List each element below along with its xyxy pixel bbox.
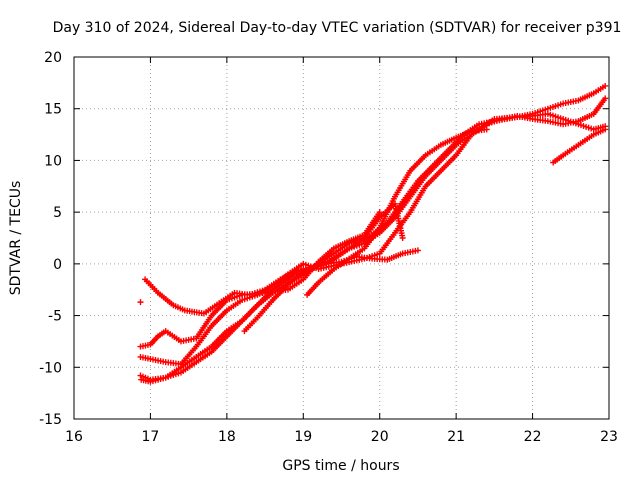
series-trace <box>140 113 606 381</box>
plot-frame <box>73 56 610 420</box>
x-tick-label: 23 <box>600 429 618 445</box>
series-track-b <box>137 209 383 350</box>
chart-title: Day 310 of 2024, Sidereal Day-to-day VTE… <box>53 20 622 36</box>
x-tick-label: 21 <box>447 429 465 445</box>
data-point <box>376 209 383 216</box>
y-tick-label: 20 <box>44 50 62 66</box>
axis-ticks: 16 17 18 19 20 21 22 23 -15 -10 -5 0 5 10 15 20 <box>39 50 618 445</box>
data-point <box>602 82 609 89</box>
data-point <box>483 126 490 133</box>
data-series <box>137 82 609 385</box>
x-tick-label: 16 <box>65 429 83 445</box>
y-tick-label: 10 <box>44 153 62 169</box>
data-point <box>137 299 144 306</box>
y-tick-label: -5 <box>48 309 62 325</box>
x-tick-label: 19 <box>294 429 312 445</box>
series-track-d <box>137 110 609 383</box>
y-axis-label: SDTVAR / TECUs <box>8 181 24 296</box>
series-track-h <box>550 126 609 166</box>
series-track-f <box>241 200 406 335</box>
grid-lines <box>74 57 609 419</box>
y-tick-label: 5 <box>53 205 62 221</box>
x-tick-label: 20 <box>371 429 389 445</box>
x-tick-label: 17 <box>142 429 160 445</box>
y-tick-label: -15 <box>39 412 62 428</box>
y-tick-label: 15 <box>44 102 62 118</box>
y-tick-label: -10 <box>39 360 62 376</box>
x-axis-label: GPS time / hours <box>282 458 399 474</box>
data-point <box>399 235 406 241</box>
series-outlier <box>137 299 144 306</box>
data-point <box>602 95 609 102</box>
data-point <box>602 126 609 133</box>
x-tick-label: 22 <box>524 429 542 445</box>
x-tick-label: 18 <box>218 429 236 445</box>
series-track-g <box>304 126 490 298</box>
series-trace <box>140 211 381 348</box>
data-point <box>414 247 421 254</box>
y-tick-label: 0 <box>53 257 62 273</box>
